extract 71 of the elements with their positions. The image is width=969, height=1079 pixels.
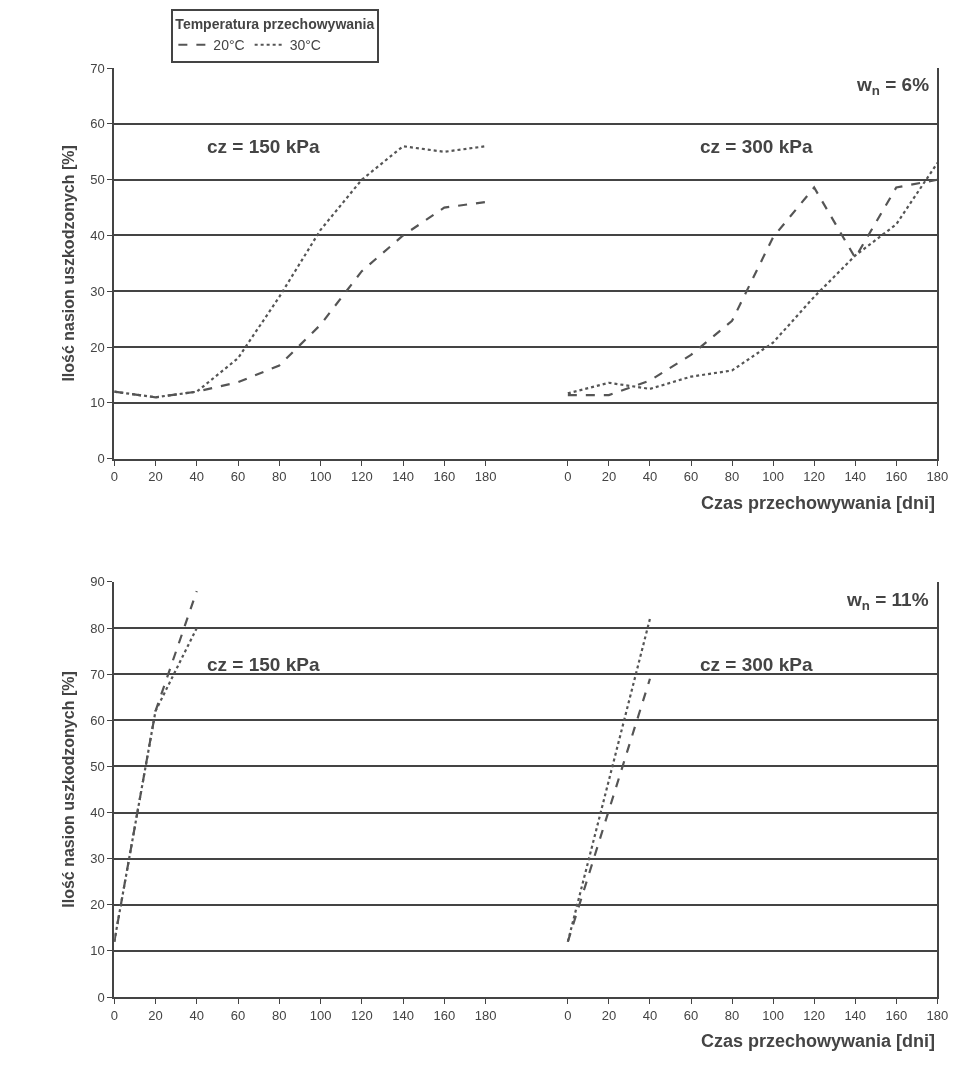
y-tick-label: 30 bbox=[90, 283, 105, 299]
x-tick-label: 180 bbox=[926, 1007, 949, 1023]
x-tick-label: 180 bbox=[474, 469, 497, 485]
y-tick-label: 50 bbox=[90, 172, 105, 188]
x-tick-label: 100 bbox=[309, 469, 332, 485]
x-tick-label: 0 bbox=[110, 469, 118, 485]
y-tick-label: 60 bbox=[90, 116, 105, 132]
y-tick-label: 30 bbox=[90, 851, 105, 867]
x-tick-label: 80 bbox=[724, 469, 740, 485]
x-tick-label: 60 bbox=[683, 1007, 699, 1023]
x-tick-label: 140 bbox=[392, 469, 414, 485]
x-tick-label: 160 bbox=[433, 469, 456, 485]
x-tick-label: 100 bbox=[762, 1007, 784, 1023]
annotation: w$_{n}$ = 11% bbox=[846, 589, 929, 613]
y-tick-label: 70 bbox=[90, 60, 105, 76]
y-tick-label: 20 bbox=[90, 897, 105, 913]
x-tick-label: 80 bbox=[272, 469, 287, 485]
legend-label: 20°C bbox=[213, 37, 245, 54]
x-tick-label: 20 bbox=[148, 1007, 163, 1023]
x-tick-label: 100 bbox=[762, 469, 784, 485]
y-tick-label: 70 bbox=[90, 666, 105, 682]
y-tick-label: 40 bbox=[90, 805, 105, 821]
y-tick-label: 10 bbox=[90, 395, 105, 411]
y-tick-label: 50 bbox=[90, 758, 105, 774]
y-tick-label: 40 bbox=[90, 228, 105, 244]
x-tick-label: 0 bbox=[564, 469, 572, 485]
x-tick-label: 80 bbox=[272, 1007, 287, 1023]
x-tick-label: 40 bbox=[189, 469, 204, 485]
y-tick-label: 90 bbox=[90, 574, 105, 590]
x-tick-label: 180 bbox=[474, 1007, 497, 1023]
x-tick-label: 140 bbox=[392, 1007, 414, 1023]
x-tick-label: 0 bbox=[564, 1007, 572, 1023]
y-tick-label: 0 bbox=[97, 989, 105, 1005]
y-tick-label: 20 bbox=[90, 339, 105, 355]
x-tick-label: 60 bbox=[230, 469, 246, 485]
x-tick-label: 40 bbox=[642, 469, 658, 485]
x-tick-label: 120 bbox=[803, 1007, 826, 1023]
x-tick-label: 160 bbox=[885, 1007, 908, 1023]
annotation: cz = 150 kPa bbox=[207, 136, 320, 157]
y-tick-label: 0 bbox=[97, 451, 105, 467]
x-tick-label: 60 bbox=[683, 469, 699, 485]
x-tick-label: 160 bbox=[433, 1007, 456, 1023]
annotation: cz = 150 kPa bbox=[207, 654, 320, 675]
y-tick-label: 10 bbox=[90, 943, 105, 959]
y-tick-label: 80 bbox=[90, 620, 105, 636]
x-tick-label: 20 bbox=[601, 469, 617, 485]
x-axis-title: Czas przechowywania [dni] bbox=[701, 493, 936, 513]
x-tick-label: 180 bbox=[926, 469, 949, 485]
x-tick-label: 80 bbox=[724, 1007, 740, 1023]
x-tick-label: 100 bbox=[309, 1007, 332, 1023]
x-tick-label: 160 bbox=[885, 469, 908, 485]
annotation: w$_{n}$ = 6% bbox=[856, 74, 930, 98]
x-tick-label: 20 bbox=[148, 469, 163, 485]
x-tick-label: 120 bbox=[350, 1007, 373, 1023]
x-tick-label: 20 bbox=[601, 1007, 617, 1023]
legend-title: Temperatura przechowywania bbox=[175, 16, 375, 33]
y-tick-label: 60 bbox=[90, 712, 105, 728]
x-axis-title: Czas przechowywania [dni] bbox=[701, 1031, 936, 1051]
annotation: cz = 300 kPa bbox=[700, 136, 813, 157]
x-tick-label: 120 bbox=[350, 469, 373, 485]
x-tick-label: 40 bbox=[642, 1007, 658, 1023]
y-axis-title: Ilość nasion uszkodzonych [%] bbox=[59, 671, 77, 908]
x-tick-label: 140 bbox=[844, 469, 867, 485]
x-tick-label: 120 bbox=[803, 469, 826, 485]
x-tick-label: 60 bbox=[230, 1007, 246, 1023]
x-tick-label: 140 bbox=[844, 1007, 867, 1023]
x-tick-label: 0 bbox=[110, 1007, 118, 1023]
annotation: cz = 300 kPa bbox=[700, 654, 813, 675]
legend-label: 30°C bbox=[289, 37, 321, 54]
y-axis-title: Ilość nasion uszkodzonych [%] bbox=[59, 145, 77, 382]
x-tick-label: 40 bbox=[189, 1007, 204, 1023]
